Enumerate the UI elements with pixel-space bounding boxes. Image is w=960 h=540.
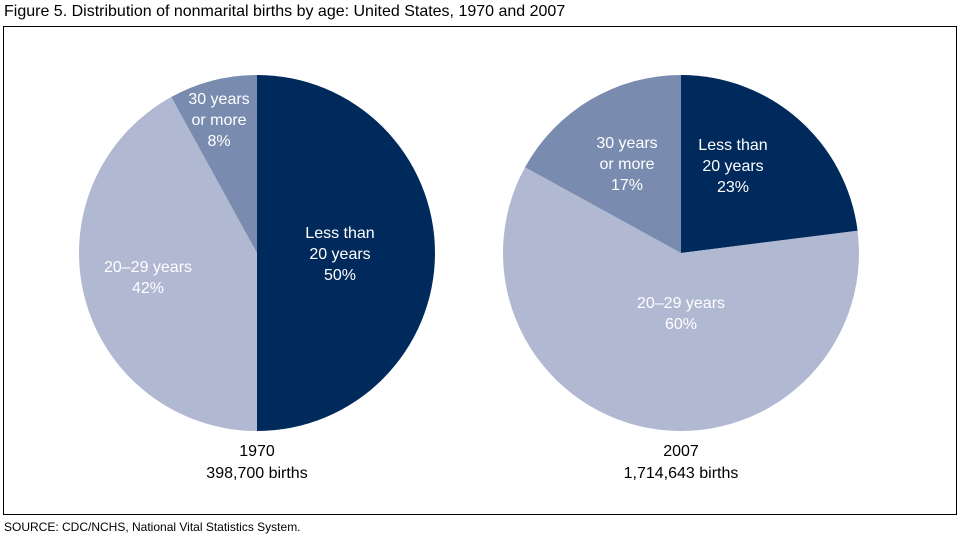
pie-year-label: 1970 (239, 443, 275, 460)
slice-label: Less than 20 years 50% (305, 225, 374, 284)
chart-frame (3, 26, 957, 515)
pie-slice (171, 75, 257, 253)
pie-slice (78, 97, 257, 432)
slice-label: 30 years or more 17% (596, 135, 657, 194)
slice-label: Less than 20 years 23% (698, 137, 767, 196)
pie-caption: 1,714,643 births (624, 465, 739, 482)
pie-year-label: 2007 (663, 443, 699, 460)
pie-slice (525, 75, 681, 253)
slice-label: 20–29 years 42% (104, 259, 192, 297)
figure-title: Figure 5. Distribution of nonmarital bir… (4, 3, 566, 20)
source-note: SOURCE: CDC/NCHS, National Vital Statist… (4, 520, 301, 534)
slice-label: 30 years or more 8% (188, 91, 249, 150)
pie-2007: Less than 20 years 23% 20–29 years 60% 30 yea… (502, 75, 859, 482)
pie-caption: 398,700 births (206, 465, 307, 482)
pie-slice (502, 167, 859, 431)
slice-label: 20–29 years 60% (637, 295, 725, 333)
pie-slice (257, 75, 435, 431)
pie-1970: Less than 20 years 50% 20–29 years 42% 30 yea… (78, 75, 435, 482)
pie-slice (681, 75, 858, 253)
